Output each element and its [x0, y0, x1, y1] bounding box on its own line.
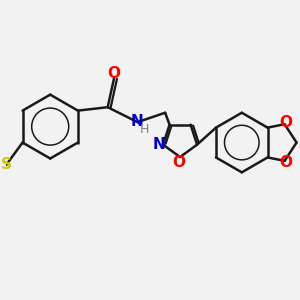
- Text: O: O: [279, 116, 292, 130]
- Text: N: N: [131, 114, 144, 129]
- Text: O: O: [173, 154, 186, 169]
- Text: N: N: [152, 137, 165, 152]
- Text: O: O: [108, 66, 121, 81]
- Text: O: O: [279, 154, 292, 169]
- Text: S: S: [1, 157, 12, 172]
- Text: H: H: [140, 123, 149, 136]
